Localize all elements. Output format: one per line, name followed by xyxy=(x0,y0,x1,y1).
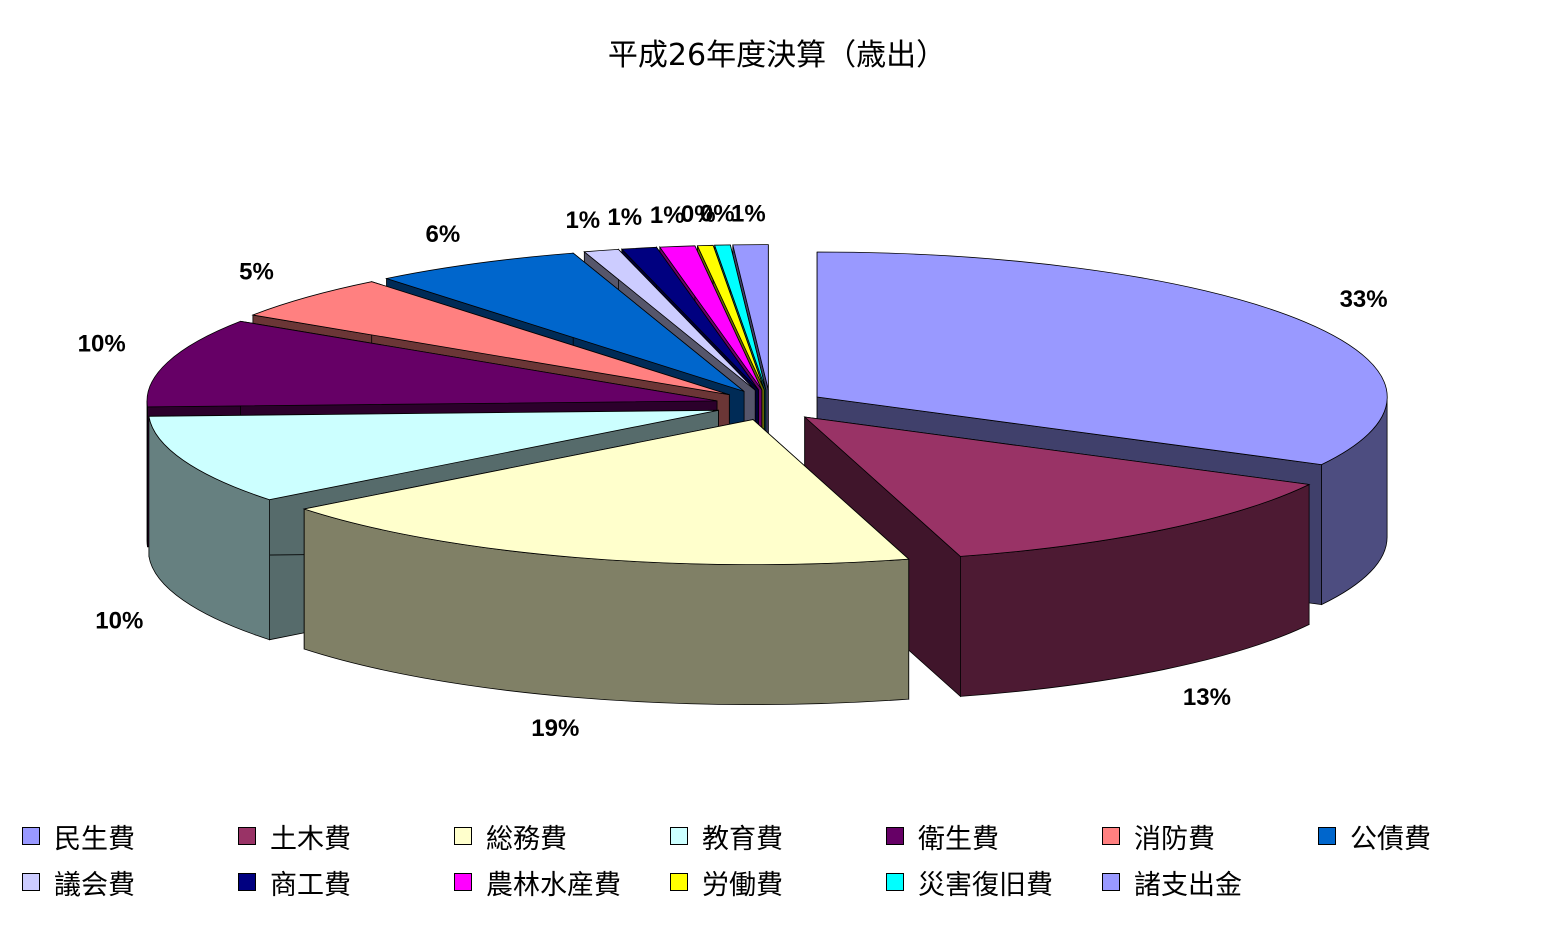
data-label-9: 1% xyxy=(607,204,642,231)
legend-swatch xyxy=(670,827,688,845)
pie-slice-top xyxy=(816,251,1388,466)
legend-item-11: 労働費 xyxy=(670,862,783,902)
pie-slice-top xyxy=(302,419,910,566)
legend-label: 諸支出金 xyxy=(1134,869,1242,901)
chart-title: 平成26年度決算（歳出） xyxy=(607,38,947,73)
legend-item-12: 災害復旧費 xyxy=(886,862,1053,902)
legend-label: 消防費 xyxy=(1134,823,1215,855)
legend-label: 民生費 xyxy=(54,823,135,855)
legend-label: 議会費 xyxy=(54,869,135,901)
pie-slice-2 xyxy=(803,416,1311,698)
legend-swatch xyxy=(1102,873,1120,891)
legend: 民生費 土木費 総務費 教育費 衛生費 消防費 公債費 議会費 商工費 農林水産費 労働費 災害復旧… xyxy=(22,816,1542,908)
legend-item-10: 農林水産費 xyxy=(454,862,621,902)
legend-row-1: 民生費 土木費 総務費 教育費 衛生費 消防費 公債費 xyxy=(22,816,1542,862)
data-label-12: 0% xyxy=(700,201,735,228)
legend-label: 公債費 xyxy=(1350,823,1431,855)
data-label-1: 33% xyxy=(1340,286,1388,313)
legend-item-1: 民生費 xyxy=(22,816,135,856)
data-label-4: 10% xyxy=(95,608,143,635)
legend-label: 土木費 xyxy=(270,823,351,855)
legend-item-7: 公債費 xyxy=(1318,816,1431,856)
pie-slice-top xyxy=(732,244,769,390)
legend-item-3: 総務費 xyxy=(454,816,567,856)
legend-row-2: 議会費 商工費 農林水産費 労働費 災害復旧費 諸支出金 xyxy=(22,862,1542,908)
data-label-11: 0% xyxy=(681,201,716,228)
data-label-6: 5% xyxy=(239,259,274,286)
legend-label: 農林水産費 xyxy=(486,869,621,901)
pie-chart: 33%13%19%10%10%5%6%1% 1% 1%0%0%1% xyxy=(78,200,1388,742)
legend-swatch xyxy=(454,873,472,891)
legend-item-6: 消防費 xyxy=(1102,816,1215,856)
legend-swatch xyxy=(22,827,40,845)
legend-swatch xyxy=(454,827,472,845)
pie-slice-top xyxy=(659,245,763,391)
legend-item-9: 商工費 xyxy=(238,862,351,902)
legend-swatch xyxy=(886,873,904,891)
data-label-13: 1% xyxy=(731,200,766,227)
pie-slice-top xyxy=(620,246,759,391)
legend-swatch xyxy=(238,827,256,845)
pie-slice-top xyxy=(583,248,756,391)
legend-item-8: 議会費 xyxy=(22,862,135,902)
pie-slice-top xyxy=(384,252,745,392)
pie-slice-top xyxy=(714,244,767,390)
legend-label: 総務費 xyxy=(486,823,567,855)
data-label-8: 1% xyxy=(565,207,600,234)
pie-slice-3 xyxy=(302,418,910,706)
pie-slice-top xyxy=(803,416,1311,557)
pie-slice-top xyxy=(251,281,730,396)
pie-slice-top xyxy=(146,320,718,408)
legend-label: 災害復旧費 xyxy=(918,869,1053,901)
legend-label: 教育費 xyxy=(702,823,783,855)
legend-item-5: 衛生費 xyxy=(886,816,999,856)
legend-swatch xyxy=(1318,827,1336,845)
legend-swatch xyxy=(238,873,256,891)
pie-slice-top xyxy=(696,244,765,390)
legend-label: 商工費 xyxy=(270,869,351,901)
legend-swatch xyxy=(22,873,40,891)
legend-label: 労働費 xyxy=(702,869,783,901)
legend-swatch xyxy=(886,827,904,845)
data-label-10: 1% xyxy=(650,202,685,229)
pie-slice-side xyxy=(146,400,148,547)
legend-item-13: 諸支出金 xyxy=(1102,862,1242,902)
legend-item-4: 教育費 xyxy=(670,816,783,856)
pie-slice-top xyxy=(148,409,719,501)
legend-swatch xyxy=(1102,827,1120,845)
legend-item-2: 土木費 xyxy=(238,816,351,856)
data-label-5: 10% xyxy=(78,331,126,358)
data-label-2: 13% xyxy=(1183,684,1231,711)
legend-swatch xyxy=(670,873,688,891)
legend-label: 衛生費 xyxy=(918,823,999,855)
data-label-3: 19% xyxy=(531,715,579,742)
data-label-7: 6% xyxy=(426,221,461,248)
